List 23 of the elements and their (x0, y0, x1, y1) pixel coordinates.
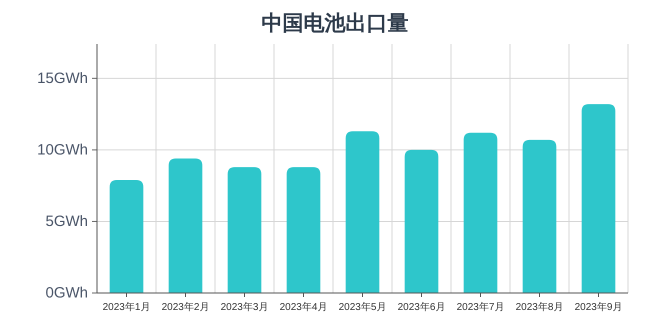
x-tick-label: 2023年8月 (516, 301, 564, 313)
y-tick-label: 15GWh (37, 70, 88, 87)
x-tick-label: 2023年4月 (280, 301, 328, 313)
chart-title: 中国电池出口量 (262, 12, 408, 35)
bar (464, 132, 498, 293)
bar (168, 158, 202, 293)
y-tick-label: 10GWh (37, 141, 88, 158)
bar (228, 167, 262, 293)
y-tick-label: 0GWh (45, 284, 88, 302)
x-tick-label: 2023年9月 (574, 301, 622, 313)
x-tick-label: 2023年2月 (162, 301, 210, 313)
x-tick-label: 2023年1月 (102, 301, 150, 313)
bar (404, 150, 438, 293)
bar (110, 180, 144, 293)
y-tick-label: 5GWh (45, 212, 88, 230)
bar (522, 140, 556, 293)
x-tick-label: 2023年3月 (220, 301, 268, 313)
bar (582, 104, 616, 293)
x-tick-label: 2023年6月 (398, 301, 446, 313)
bar (286, 167, 320, 293)
x-tick-label: 2023年5月 (338, 301, 386, 313)
x-tick-label: 2023年7月 (456, 301, 504, 313)
bar (346, 131, 380, 293)
